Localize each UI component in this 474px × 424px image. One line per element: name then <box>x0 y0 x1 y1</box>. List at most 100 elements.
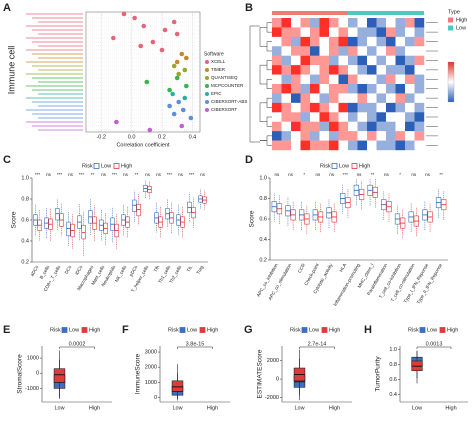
significance: ns <box>329 172 335 177</box>
significance: *** <box>79 172 85 177</box>
dendrogram <box>266 41 272 52</box>
heat-cell <box>281 36 292 47</box>
heat-cell <box>300 121 311 132</box>
significance: *** <box>35 172 41 177</box>
p-value: 3.8e-15 <box>186 341 205 347</box>
heat-cell <box>395 93 406 104</box>
dendrogram <box>259 27 267 47</box>
heat-cell <box>272 55 282 66</box>
heat-cell <box>357 46 368 56</box>
heat-cell <box>376 140 387 151</box>
panel-letter: F <box>122 324 129 336</box>
heat-cell <box>414 27 425 38</box>
legend-swatch <box>351 163 358 169</box>
heat-cell <box>357 27 368 38</box>
significance: ns <box>123 172 129 177</box>
x-tick-label: aDCs <box>29 264 39 277</box>
heat-cell <box>376 102 387 113</box>
legend-label: Low <box>427 327 437 333</box>
heat-cell <box>376 93 387 104</box>
heat-cell <box>357 84 368 94</box>
y-axis-label: Score <box>11 211 18 228</box>
heat-cell <box>376 121 387 132</box>
point <box>171 63 177 69</box>
x-tick-label: -0.2 <box>96 134 105 140</box>
heat-cell <box>272 93 282 104</box>
panel-letter: B <box>245 2 253 14</box>
heat-cell <box>310 36 320 47</box>
point <box>141 23 147 29</box>
heat-cell <box>405 36 415 47</box>
heat-cell <box>348 131 358 141</box>
point <box>182 95 188 101</box>
y-tick-label: -1000 <box>25 386 39 392</box>
heat-cell <box>348 18 358 28</box>
heat-cell <box>395 46 406 56</box>
heat-cell <box>357 74 368 85</box>
significance: ns <box>357 172 363 177</box>
heat-cell <box>329 74 339 85</box>
heat-cell <box>319 93 330 104</box>
legend-label: High <box>329 327 340 333</box>
heat-cell <box>395 102 406 113</box>
heat-cell <box>272 102 282 113</box>
heat-cell <box>329 121 339 132</box>
heat-cell <box>319 84 330 94</box>
heat-cell <box>281 131 292 141</box>
legend-marker <box>205 68 209 72</box>
heat-cell <box>281 55 292 66</box>
legend-label: High <box>456 17 467 23</box>
heat-cell <box>367 27 377 38</box>
heat-cell <box>310 55 320 66</box>
y-tick-label: 1.0 <box>259 175 267 181</box>
heat-cell <box>405 84 415 94</box>
heat-cell <box>319 65 330 75</box>
heat-cell <box>386 121 396 132</box>
legend-swatch <box>321 327 328 333</box>
point <box>159 47 165 53</box>
heat-cell <box>338 112 349 122</box>
heat-cell <box>357 55 368 66</box>
heat-cell <box>281 74 292 85</box>
heat-cell <box>300 84 311 94</box>
panel-letter: D <box>245 154 253 166</box>
legend-label: XCELL <box>211 59 226 64</box>
x-tick-label: iDCs <box>74 264 84 276</box>
heat-cell <box>405 140 415 151</box>
heat-cell <box>357 36 368 47</box>
heat-cell <box>357 65 368 75</box>
y-axis-label: StromalScore <box>17 354 24 394</box>
significance: ns <box>316 172 322 177</box>
heat-cell <box>310 112 320 122</box>
legend-label: CIBERSORT-ABS <box>211 99 247 104</box>
heat-cell <box>329 27 339 38</box>
significance: ns <box>68 172 74 177</box>
panel-letter: E <box>3 324 10 336</box>
point <box>144 79 150 85</box>
legend-label: EPIC <box>211 91 222 96</box>
dendrogram <box>266 116 272 127</box>
y-tick-label: 0 <box>276 377 279 383</box>
point <box>138 43 144 49</box>
heat-cell <box>376 131 387 141</box>
significance: ns <box>288 172 294 177</box>
point <box>170 91 175 97</box>
heat-cell <box>272 27 282 38</box>
legend-title: Risk <box>290 327 301 333</box>
heat-cell <box>376 27 387 38</box>
heat-cell <box>291 131 301 141</box>
heat-cell <box>386 93 396 104</box>
x-tick-label: Treg <box>195 264 204 275</box>
y-tick-label: 0.4 <box>389 392 397 398</box>
significance: ** <box>135 172 139 177</box>
heat-cell <box>386 18 396 28</box>
legend-label: High <box>89 327 100 333</box>
plot-frame <box>85 11 201 133</box>
y-axis-label: TumorPurity <box>375 356 382 392</box>
heat-cell <box>395 18 406 28</box>
point <box>176 71 182 77</box>
heat-cell <box>281 65 292 75</box>
heat-cell <box>291 121 301 132</box>
box <box>171 380 184 392</box>
